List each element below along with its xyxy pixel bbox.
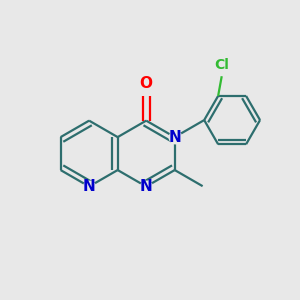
Text: Cl: Cl [214, 58, 229, 72]
Text: O: O [140, 76, 153, 91]
Text: N: N [83, 179, 95, 194]
Text: N: N [140, 179, 153, 194]
Text: N: N [168, 130, 181, 145]
